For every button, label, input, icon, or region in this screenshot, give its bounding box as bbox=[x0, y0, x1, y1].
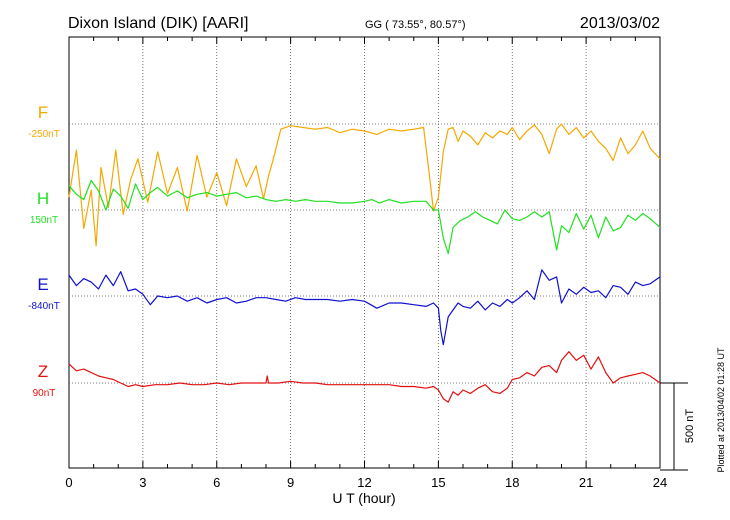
x-tick-label: 18 bbox=[505, 475, 519, 490]
x-tick-label: 6 bbox=[213, 475, 220, 490]
coords-label: GG ( 73.55°, 80.57°) bbox=[365, 19, 466, 31]
grid bbox=[69, 37, 660, 468]
series-offset-h: 150nT bbox=[30, 215, 58, 226]
series-line-h bbox=[68, 179, 661, 255]
series-line-e bbox=[68, 269, 661, 346]
series-offset-e: -840nT bbox=[28, 301, 60, 312]
x-ticks: 0 3 6 9 12 15 18 21 24 bbox=[65, 37, 667, 490]
plotted-at-note: Plotted at 2013/04/02 01:28 UT bbox=[716, 347, 726, 473]
x-tick-label: 9 bbox=[287, 475, 294, 490]
series-name-e: E bbox=[37, 275, 48, 294]
x-tick-label: 15 bbox=[431, 475, 445, 490]
x-tick-label: 3 bbox=[139, 475, 146, 490]
series-name-z: Z bbox=[38, 362, 48, 381]
scale-bar-label: 500 nT bbox=[684, 409, 696, 444]
scale-bar: 500 nT bbox=[660, 382, 696, 471]
series-name-f: F bbox=[38, 103, 48, 122]
series-line-z bbox=[68, 351, 661, 403]
x-tick-label: 24 bbox=[653, 475, 667, 490]
series-labels: F -250nT H 150nT E -840nT Z 90nT bbox=[28, 103, 60, 399]
station-title: Dixon Island (DIK) [AARI] bbox=[68, 15, 249, 32]
x-tick-label: 0 bbox=[65, 475, 72, 490]
x-tick-label: 21 bbox=[579, 475, 593, 490]
x-tick-label: 12 bbox=[357, 475, 371, 490]
series-offset-z: 90nT bbox=[33, 388, 56, 399]
series-name-h: H bbox=[37, 189, 49, 208]
series-lines bbox=[68, 123, 661, 403]
series-offset-f: -250nT bbox=[28, 129, 60, 140]
series-line-f bbox=[68, 123, 661, 247]
date-label: 2013/03/02 bbox=[580, 15, 660, 32]
x-axis-label: U T (hour) bbox=[332, 490, 395, 506]
